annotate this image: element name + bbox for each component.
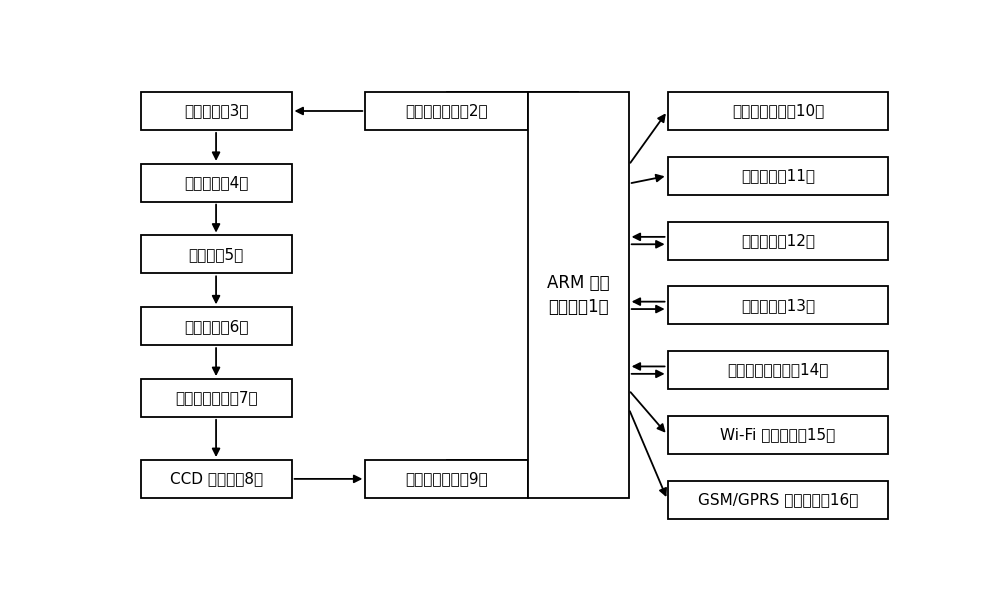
- Text: 照明光纤（4）: 照明光纤（4）: [184, 175, 248, 191]
- Text: 打印设备（13）: 打印设备（13）: [741, 298, 815, 313]
- Bar: [140, 460, 292, 498]
- Bar: [140, 379, 292, 417]
- Text: ARM 嵌入
式系统（1）: ARM 嵌入 式系统（1）: [547, 274, 610, 316]
- Bar: [140, 163, 292, 202]
- Bar: [140, 236, 292, 273]
- Text: 宽带光源（3）: 宽带光源（3）: [184, 103, 248, 118]
- Bar: [140, 92, 292, 130]
- Text: 显示模块（11）: 显示模块（11）: [741, 168, 815, 183]
- Bar: [365, 460, 528, 498]
- Text: 全谱分光光路（7）: 全谱分光光路（7）: [175, 391, 257, 406]
- Text: Wi-Fi 无线模块（15）: Wi-Fi 无线模块（15）: [720, 427, 836, 442]
- Bar: [668, 92, 888, 130]
- Bar: [668, 157, 888, 195]
- Bar: [365, 92, 528, 130]
- Text: 数据存储芯片（10）: 数据存储芯片（10）: [732, 103, 824, 118]
- Bar: [668, 416, 888, 454]
- Bar: [140, 307, 292, 345]
- Text: 以太网有线模块（14）: 以太网有线模块（14）: [727, 362, 829, 377]
- Bar: [668, 351, 888, 389]
- Bar: [528, 92, 629, 498]
- Text: 信号采集电路（9）: 信号采集电路（9）: [405, 471, 488, 486]
- Text: 扩展接口（12）: 扩展接口（12）: [741, 233, 815, 248]
- Bar: [668, 222, 888, 260]
- Bar: [668, 481, 888, 519]
- Text: CCD 探测器（8）: CCD 探测器（8）: [170, 471, 263, 486]
- Text: 测量光纤（6）: 测量光纤（6）: [184, 319, 248, 334]
- Text: 样品池（5）: 样品池（5）: [188, 247, 244, 262]
- Text: GSM/GPRS 无线模块（16）: GSM/GPRS 无线模块（16）: [698, 492, 858, 507]
- Bar: [668, 287, 888, 325]
- Text: 功率稳定电路（2）: 功率稳定电路（2）: [405, 103, 488, 118]
